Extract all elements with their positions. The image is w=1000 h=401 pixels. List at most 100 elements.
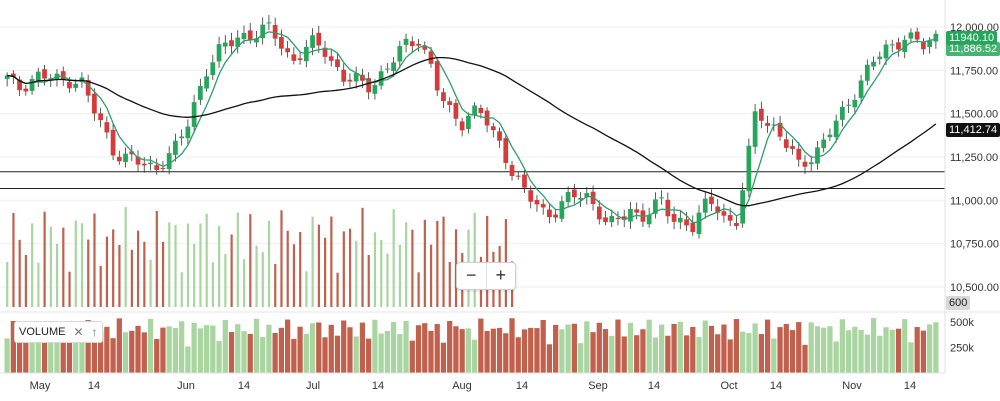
candle-body (92, 93, 97, 114)
volume-bar (447, 320, 453, 373)
price-pane-volume-bar (236, 212, 239, 307)
volume-bar (41, 322, 48, 373)
price-pane-volume-bar (486, 215, 489, 307)
volume-bar (160, 327, 166, 373)
volume-bar (228, 331, 235, 373)
volume-pane-bars (4, 318, 939, 373)
volume-bar (378, 333, 384, 373)
candle-body (285, 48, 290, 53)
candle-body (42, 69, 47, 79)
volume-bar (122, 332, 129, 373)
candle-body (821, 139, 827, 149)
volume-bar (185, 346, 191, 373)
candle-body (222, 42, 228, 47)
volume-bar (260, 337, 266, 373)
candle-body (135, 156, 141, 165)
candle-body (10, 73, 16, 77)
candle-body (547, 209, 552, 218)
zoom-in-button[interactable]: + (495, 265, 506, 285)
zoom-out-button[interactable]: − (457, 263, 487, 289)
price-pane-volume-bar (417, 272, 420, 307)
price-pane-volume-bar (311, 216, 314, 307)
candle-body (790, 146, 795, 149)
candle-body (447, 101, 453, 105)
candle-body (422, 46, 428, 50)
candle-body (148, 162, 153, 165)
candle-body (734, 222, 739, 226)
price-pane-volume-bar (180, 272, 183, 307)
volume-bar (316, 322, 322, 373)
candle-body (173, 140, 178, 155)
volume-bar (203, 325, 210, 373)
volume-bar (154, 339, 160, 373)
volume-bar (808, 322, 814, 373)
price-pane-volume-bar (31, 223, 34, 307)
volume-bar (272, 332, 278, 373)
price-pane-volume-bar (62, 227, 65, 307)
candle-body (391, 62, 396, 72)
volume-bar (746, 333, 752, 373)
close-icon[interactable]: ✕ (73, 325, 84, 339)
candle-body (615, 217, 621, 219)
time-tick-label: 14 (648, 380, 660, 392)
volume-bar (484, 331, 490, 373)
candle-body (397, 46, 403, 62)
volume-bar (359, 322, 366, 373)
candle-body (478, 107, 484, 113)
price-pane-volume-bar (367, 254, 370, 307)
candle-body (746, 145, 752, 192)
volume-legend: VOLUME ✕ ↑ (14, 321, 103, 343)
volume-bar (783, 323, 789, 373)
price-pane-volume-bar (55, 243, 59, 307)
volume-bar (646, 319, 652, 373)
candle-body (409, 41, 415, 47)
price-pane-volume-bar (230, 234, 233, 307)
candle-body (540, 204, 546, 208)
candle-body (883, 44, 889, 59)
time-tick-label: 14 (238, 380, 250, 392)
price-pane-volume-bar (267, 220, 271, 307)
time-tick-label: 14 (904, 380, 916, 392)
moving-averages (7, 31, 937, 224)
candle-body (522, 174, 527, 188)
volume-bar (634, 335, 640, 373)
last-price-tag: 11940.10 (946, 31, 998, 45)
candle-body (166, 153, 172, 170)
arrow-up-icon[interactable]: ↑ (91, 325, 98, 339)
volume-bar (540, 320, 546, 373)
volume-bar (565, 324, 571, 373)
candle-body (266, 22, 272, 24)
volume-bar (166, 326, 172, 373)
price-pane-volume-bar (224, 253, 227, 307)
price-pane-volume-bar (93, 213, 96, 307)
price-pane-volume-bar (361, 207, 364, 307)
candle-body (434, 61, 440, 91)
price-pane-volume-bar (330, 216, 333, 307)
candle-body (659, 197, 664, 199)
price-tick-label: 11,750.00 (950, 65, 998, 77)
price-pane-volume-bar (174, 224, 177, 307)
price-pane-volume-bar (124, 207, 127, 307)
time-tick-label: Sep (588, 380, 608, 392)
candle-body (403, 38, 409, 45)
price-pane-volume-bar (436, 220, 439, 307)
price-pane-volume-bar (336, 272, 339, 307)
volume-bar (584, 321, 590, 373)
candle-body (272, 25, 278, 39)
price-tick-label: 10,500.00 (950, 282, 999, 294)
volume-bar (253, 318, 260, 373)
volume-bar (870, 318, 877, 373)
time-tick-label: Jun (177, 380, 195, 392)
volume-bar (334, 335, 341, 373)
candle-body (864, 64, 870, 81)
candle-body (472, 105, 477, 116)
price-pane-volume-bar (473, 212, 476, 307)
volume-bar (434, 324, 440, 373)
candle-body (241, 32, 247, 39)
candle-body (291, 54, 297, 61)
volume-bar (789, 330, 796, 373)
candle-body (60, 71, 66, 80)
price-pane-volume-bar (105, 236, 109, 307)
candle-body (98, 113, 103, 121)
